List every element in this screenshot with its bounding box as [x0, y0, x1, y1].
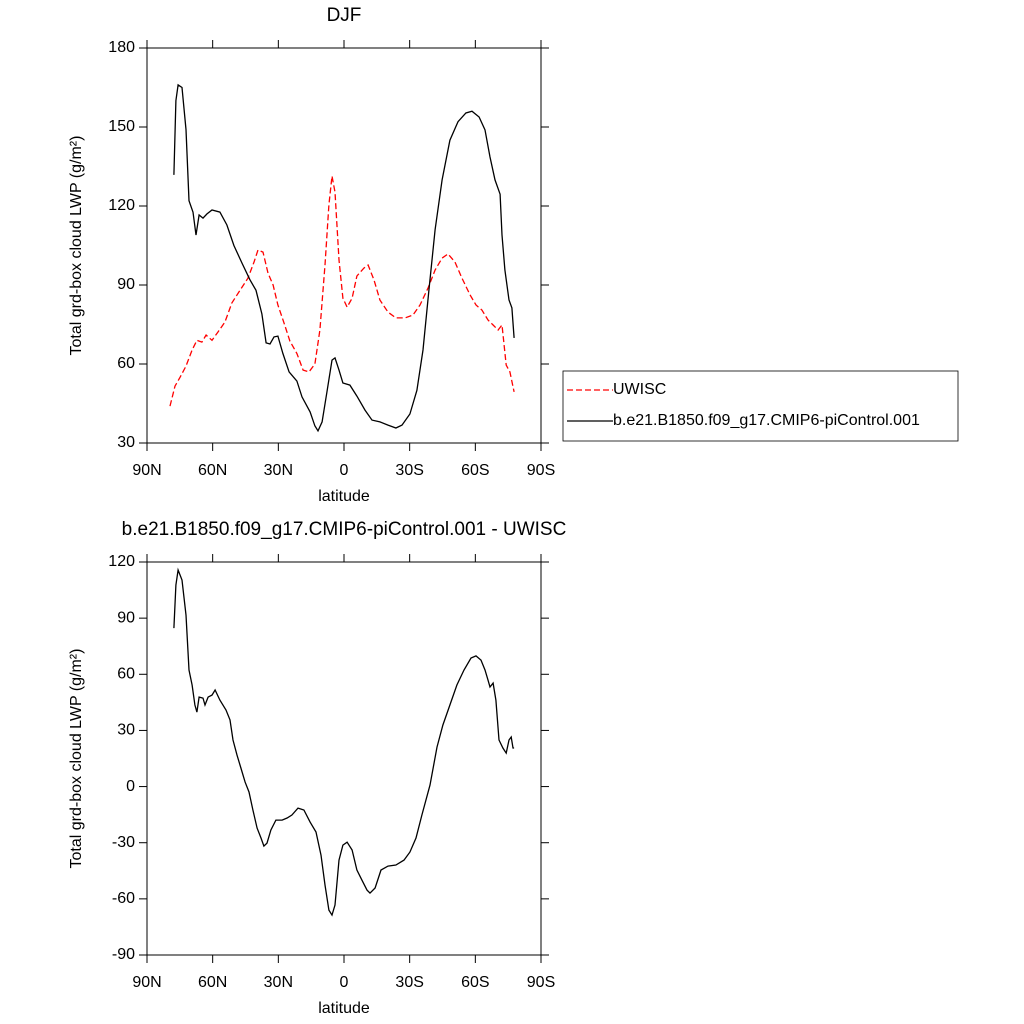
y-axis-label: Total grd-box cloud LWP (g/m²)	[68, 649, 85, 869]
y-tick-label: 150	[108, 118, 135, 135]
y-tick-label: 120	[108, 553, 135, 570]
x-tick-label: 60S	[461, 462, 489, 479]
x-axis-label: latitude	[318, 1000, 370, 1017]
data-line	[169, 175, 515, 407]
chart-title: b.e21.B1850.f09_g17.CMIP6-piControl.001 …	[122, 519, 567, 540]
x-tick-label: 90N	[132, 974, 161, 991]
y-tick-label: 120	[108, 197, 135, 214]
y-tick-label: 90	[117, 276, 135, 293]
x-tick-label: 30N	[264, 974, 293, 991]
y-tick-label: -30	[112, 834, 135, 851]
x-tick-label: 90S	[527, 974, 555, 991]
legend-label: b.e21.B1850.f09_g17.CMIP6-piControl.001	[613, 412, 920, 429]
y-tick-label: 180	[108, 39, 135, 56]
y-tick-label: -60	[112, 890, 135, 907]
legend-box	[562, 370, 959, 442]
data-line	[173, 83, 515, 433]
x-tick-label: 30S	[395, 462, 423, 479]
x-tick-label: 30N	[264, 462, 293, 479]
x-axis-label: latitude	[318, 488, 370, 505]
x-tick-label: 90S	[527, 462, 555, 479]
x-tick-label: 60S	[461, 974, 489, 991]
x-tick-label: 0	[340, 462, 349, 479]
y-tick-label: 0	[126, 778, 135, 795]
x-tick-label: 60N	[198, 974, 227, 991]
plot-frame	[146, 561, 542, 956]
y-tick-label: 30	[117, 722, 135, 739]
legend-label: UWISC	[613, 381, 666, 398]
y-tick-label: 60	[117, 666, 135, 683]
y-axis-label: Total grd-box cloud LWP (g/m²)	[68, 136, 85, 356]
y-tick-label: 60	[117, 355, 135, 372]
y-tick-label: -90	[112, 946, 135, 963]
x-tick-label: 30S	[395, 974, 423, 991]
data-line	[173, 567, 515, 917]
y-tick-label: 90	[117, 609, 135, 626]
x-tick-label: 0	[340, 974, 349, 991]
x-tick-label: 60N	[198, 462, 227, 479]
chart-title: DJF	[327, 5, 362, 26]
x-tick-label: 90N	[132, 462, 161, 479]
y-tick-label: 30	[117, 434, 135, 451]
